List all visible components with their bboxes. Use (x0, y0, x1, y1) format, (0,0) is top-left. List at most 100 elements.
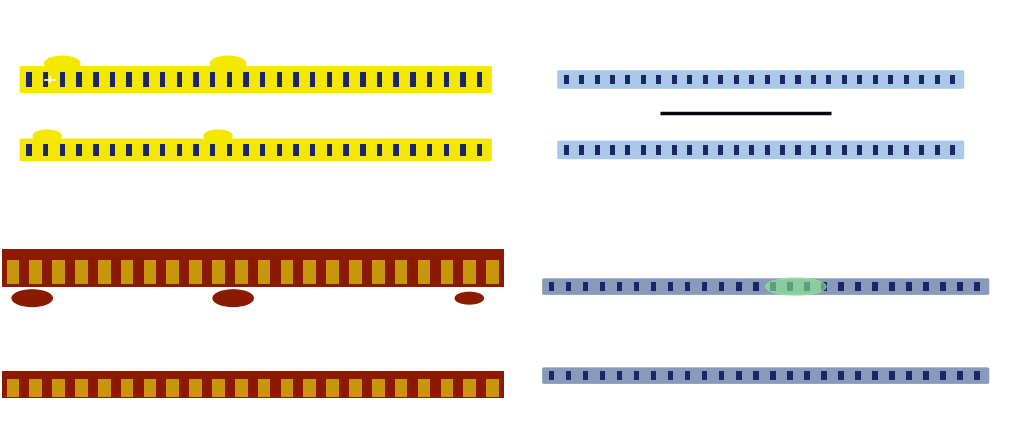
Bar (43, 144, 48, 156)
Bar (701, 371, 708, 380)
Bar (920, 145, 925, 155)
Bar (349, 260, 361, 284)
Bar (234, 260, 248, 284)
Bar (583, 282, 589, 291)
Bar (343, 144, 349, 156)
Bar (872, 282, 878, 291)
Bar (974, 282, 980, 291)
Bar (857, 75, 862, 84)
Bar (226, 144, 232, 156)
Bar (486, 260, 499, 284)
Bar (121, 260, 133, 284)
Bar (395, 379, 408, 397)
Bar (6, 379, 19, 397)
Bar (194, 72, 199, 87)
Bar (212, 260, 224, 284)
Bar (780, 145, 785, 155)
Bar (443, 72, 449, 87)
Bar (687, 75, 692, 84)
Bar (244, 72, 249, 87)
Bar (258, 260, 270, 284)
Bar (765, 75, 770, 84)
Bar (811, 145, 816, 155)
Bar (43, 72, 48, 87)
Bar (685, 371, 690, 380)
Bar (75, 379, 88, 397)
Bar (718, 75, 723, 84)
Circle shape (33, 130, 61, 142)
Bar (77, 72, 82, 87)
Bar (395, 260, 408, 284)
Bar (160, 144, 165, 156)
Bar (143, 260, 157, 284)
Bar (110, 72, 115, 87)
Bar (393, 72, 399, 87)
Bar (616, 282, 623, 291)
Text: 10 mm: 10 mm (387, 0, 445, 11)
Bar (641, 75, 646, 84)
Bar (950, 145, 955, 155)
Bar (595, 75, 599, 84)
Bar (780, 75, 785, 84)
Bar (796, 145, 801, 155)
Bar (327, 260, 339, 284)
Bar (143, 379, 157, 397)
Bar (770, 282, 775, 291)
Bar (626, 145, 631, 155)
Bar (935, 145, 940, 155)
Bar (838, 282, 844, 291)
Bar (811, 75, 816, 84)
Bar (93, 72, 98, 87)
Bar (641, 145, 646, 155)
Bar (583, 371, 589, 380)
Bar (855, 371, 860, 380)
Bar (651, 371, 656, 380)
Bar (210, 144, 215, 156)
Bar (167, 260, 179, 284)
Bar (770, 371, 775, 380)
Bar (634, 282, 639, 291)
Bar (226, 72, 232, 87)
Bar (872, 371, 878, 380)
Bar (27, 144, 32, 156)
Bar (411, 144, 416, 156)
Bar (143, 72, 148, 87)
Bar (98, 260, 111, 284)
Bar (950, 75, 955, 84)
Bar (293, 72, 299, 87)
Bar (276, 144, 282, 156)
Bar (276, 72, 282, 87)
Bar (668, 371, 674, 380)
FancyBboxPatch shape (542, 278, 989, 295)
Bar (98, 379, 111, 397)
FancyBboxPatch shape (557, 141, 965, 159)
Bar (600, 371, 605, 380)
Bar (234, 379, 248, 397)
Bar (77, 144, 82, 156)
Bar (736, 282, 741, 291)
Bar (842, 145, 847, 155)
Bar (360, 72, 366, 87)
FancyBboxPatch shape (2, 249, 505, 287)
Bar (126, 144, 132, 156)
Bar (303, 379, 316, 397)
Bar (600, 282, 605, 291)
FancyBboxPatch shape (557, 70, 965, 89)
Bar (377, 72, 382, 87)
Bar (626, 75, 631, 84)
Bar (126, 72, 132, 87)
Bar (244, 144, 249, 156)
Bar (121, 379, 133, 397)
Bar (563, 75, 568, 84)
Bar (486, 379, 499, 397)
Bar (189, 379, 202, 397)
Bar (906, 371, 911, 380)
Bar (750, 75, 754, 84)
Bar (176, 144, 182, 156)
Bar (753, 371, 759, 380)
Bar (668, 282, 674, 291)
Bar (258, 379, 270, 397)
Bar (651, 282, 656, 291)
Bar (957, 282, 963, 291)
Bar (595, 145, 599, 155)
